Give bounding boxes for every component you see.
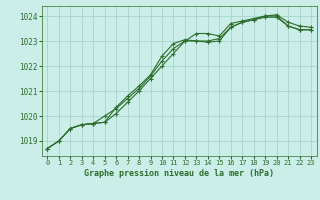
X-axis label: Graphe pression niveau de la mer (hPa): Graphe pression niveau de la mer (hPa) bbox=[84, 169, 274, 178]
